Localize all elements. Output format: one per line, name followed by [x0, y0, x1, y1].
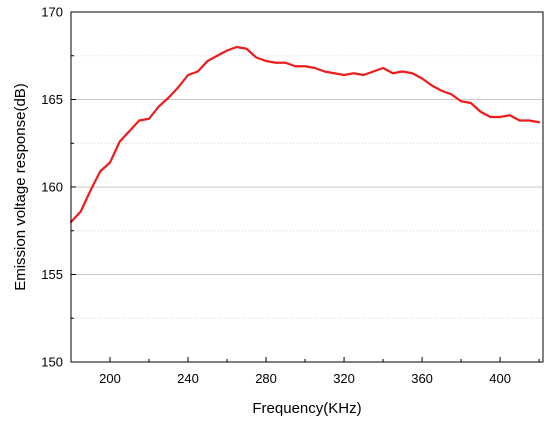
series-line-0 [69, 45, 541, 224]
x-tick-label: 240 [177, 371, 199, 386]
x-tick-label: 320 [333, 371, 355, 386]
y-tick-label: 165 [41, 92, 63, 107]
x-tick-label: 200 [99, 371, 121, 386]
x-tick-label: 280 [255, 371, 277, 386]
grid-layer [71, 55, 543, 319]
y-tick-label: 155 [41, 267, 63, 282]
x-tick-label: 400 [489, 371, 511, 386]
x-tick-label: 360 [411, 371, 433, 386]
x-axis-title: Frequency(KHz) [252, 400, 361, 417]
y-axis-title: Emission voltage response(dB) [12, 83, 29, 291]
y-tick-label: 170 [41, 5, 63, 20]
y-tick-label: 160 [41, 180, 63, 195]
series-layer [69, 45, 541, 224]
axis-layer: 150 155 160 165 170 200 240 280 320 360 400 [41, 5, 540, 386]
y-tick-label: 150 [41, 355, 63, 370]
